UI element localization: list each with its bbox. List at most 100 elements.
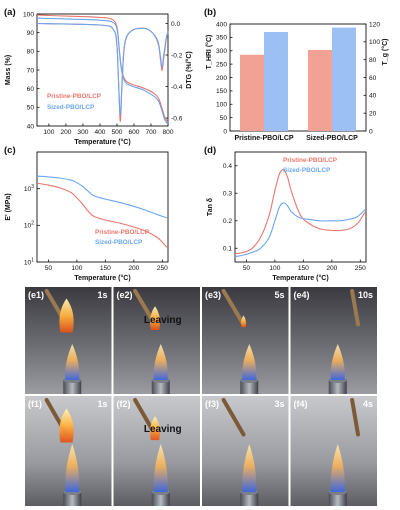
burner-flame — [153, 444, 168, 492]
burner-base — [240, 492, 259, 506]
panel-a-y2-tick-label: -0.6 — [171, 115, 183, 122]
photo-time-label: 3s — [274, 399, 284, 409]
panel-a-y-tick-label: 70 — [27, 67, 35, 74]
panel-b-y-tick-label: 150 — [216, 88, 227, 95]
panel-a-x-tick-label: 300 — [77, 129, 88, 136]
photo-tag-label: (f3) — [205, 399, 219, 409]
sample-strip — [350, 398, 361, 437]
panel-a-legend-pristine: Pristine-PBO/LCP — [47, 93, 102, 100]
panel-b-y2-tick-label: 40 — [369, 93, 377, 100]
panel-b-category-label: Pristine-PBO/LCP — [234, 135, 293, 142]
panel-d-legend-sized: Sized-PBO/LCP — [283, 167, 331, 174]
sample-strip — [350, 289, 361, 327]
photo-tag-label: (f2) — [117, 399, 131, 409]
burner-flame — [65, 344, 80, 380]
panel-b-y2-tick-label: 120 — [369, 21, 380, 28]
panel-a-y-axis-label: Mass (%) — [5, 55, 12, 85]
panel-a-y-tick-label: 80 — [27, 49, 35, 56]
panel-c-storage-modulus-chart: (c) 50 100 150 200 250 101 102 103 Temperature (°… — [4, 145, 169, 282]
panel-a-y2-axis-label: DTG (%/°C) — [185, 51, 193, 88]
panel-b-bar-tg-1 — [264, 32, 288, 131]
sample-fire — [150, 416, 161, 441]
panel-c-y-tick-label: 102 — [24, 221, 34, 230]
panel-a-x-axis-label: Temperature (°C) — [74, 138, 130, 146]
panel-d-x-tick-label: 100 — [269, 265, 280, 272]
burner-base — [151, 492, 170, 506]
burner-flame — [65, 444, 80, 492]
panel-b-y-tick-label: 300 — [216, 48, 227, 55]
panel-a-y-tick-label: 50 — [27, 105, 35, 112]
panel-a-y2-tick-label: -0.4 — [171, 84, 183, 91]
panel-a-series-line-4 — [36, 22, 169, 116]
burner-base — [63, 380, 82, 394]
panel-d-y-tick-label: 0.4 — [223, 163, 232, 170]
sample-fire — [150, 306, 161, 331]
photo-f4: (f4) 4s — [290, 396, 377, 506]
photo-e4: (e4) 10s — [290, 287, 377, 394]
burner-base — [151, 380, 170, 394]
panel-d-y-tick-label: 0.2 — [223, 218, 232, 225]
panel-a-y2-tick-label: 0.0 — [171, 21, 180, 28]
panel-d-y-tick-label: 0.1 — [223, 246, 232, 253]
panel-b-y-tick-label: 200 — [216, 75, 227, 82]
burner-base — [240, 380, 259, 394]
photo-time-label: 5s — [274, 290, 284, 300]
panel-a-label: (a) — [4, 7, 16, 18]
photo-time-label: 1s — [97, 290, 107, 300]
panel-d-series-line-1 — [234, 169, 366, 255]
panel-b-bar-tg-2 — [332, 27, 356, 131]
photo-time-label: 10s — [358, 290, 373, 300]
panel-b-bar-chart: (b) 0 50 100 150 200 250 300 350 400 0 20 40 60 80 100 1… — [204, 7, 389, 142]
sample-fire — [241, 315, 247, 328]
panel-c-plot-frame — [36, 151, 169, 263]
photo-leaving-label: Leaving — [144, 424, 182, 435]
photo-tag-label: (f1) — [28, 399, 42, 409]
burner-base — [63, 492, 82, 506]
panel-d-x-axis-label: Temperature (°C) — [272, 274, 328, 282]
panel-c-x-tick-label: 200 — [128, 265, 139, 272]
panel-c-y-tick-label: 101 — [24, 257, 34, 266]
panel-c-x-tick-label: 100 — [71, 265, 82, 272]
panel-a-legend-sized: Sized-PBO/LCP — [47, 104, 95, 111]
panel-a-x-tick-label: 700 — [145, 129, 156, 136]
panel-a-y-tick-label: 90 — [27, 30, 35, 37]
panel-b-y-tick-label: 100 — [216, 102, 227, 109]
panel-b-y2-tick-label: 0 — [369, 128, 373, 135]
photo-tag-label: (e3) — [205, 290, 221, 300]
panel-b-y2-tick-label: 80 — [369, 57, 377, 64]
photo-e1: (e1) 1s — [25, 287, 112, 394]
panel-a-y-tick-label: 60 — [27, 86, 35, 93]
panel-c-x-tick-label: 50 — [45, 265, 53, 272]
panel-b-y-tick-label: 400 — [216, 21, 227, 28]
panel-c-legend-pristine: Pristine-PBO/LCP — [95, 229, 150, 236]
photo-e3: (e3) 5s — [202, 287, 289, 394]
burner-flame — [242, 344, 257, 380]
panel-c-x-tick-label: 150 — [100, 265, 111, 272]
panel-b-y2-tick-label: 60 — [369, 75, 377, 82]
panel-a-x-tick-label: 400 — [94, 129, 105, 136]
panel-d-y-axis-label: Tan δ — [207, 198, 214, 216]
panel-b-y-axis-label: T_HRI (°C) — [205, 35, 213, 70]
panel-b-y-tick-label: 350 — [216, 35, 227, 42]
photo-f2: (f2) Leaving — [113, 396, 200, 506]
panel-b-y-tick-label: 50 — [220, 115, 228, 122]
panel-c-series-line-1 — [36, 182, 168, 248]
photo-time-label: 4s — [363, 399, 373, 409]
sample-strip — [221, 289, 246, 327]
panel-c-y-tick-label: 103 — [24, 184, 34, 193]
panel-b-category-label: Sized-PBO/LCP — [306, 135, 358, 142]
panel-a-y2-tick-label: -0.2 — [171, 52, 183, 59]
panel-a-y-tick-label: 100 — [23, 11, 34, 18]
panel-d-plot-frame — [234, 151, 367, 263]
panel-b-bar-thri-2 — [308, 49, 332, 132]
sample-strip — [221, 398, 246, 437]
panel-c-label: (c) — [4, 145, 16, 156]
panel-a-tga-chart: (a) 100 200 300 400 500 600 700 800 40 50 60 70 80 90 1… — [4, 7, 193, 146]
panel-a-y-tick-label: 40 — [27, 123, 35, 130]
sample-fire — [59, 408, 74, 443]
panel-d-series-line-2 — [234, 202, 366, 258]
panel-c-x-tick-label: 250 — [157, 265, 168, 272]
photo-time-label: 1s — [97, 399, 107, 409]
photo-leaving-label: Leaving — [144, 315, 182, 326]
photo-tag-label: (e2) — [117, 290, 133, 300]
